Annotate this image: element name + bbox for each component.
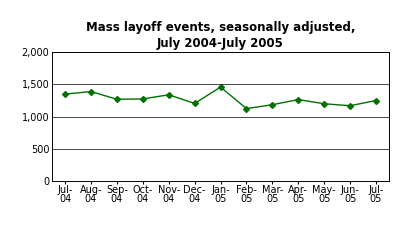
Title: Mass layoff events, seasonally adjusted,
July 2004-July 2005: Mass layoff events, seasonally adjusted,… bbox=[86, 21, 355, 50]
